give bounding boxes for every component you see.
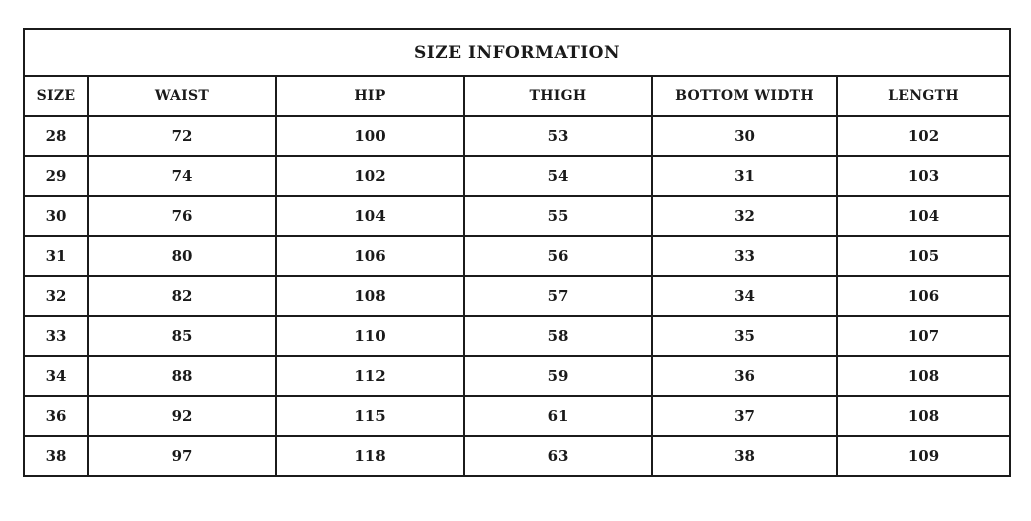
table-cell: 104 [275, 195, 465, 237]
table-row: 36 92 115 61 37 108 [23, 395, 1012, 437]
table-cell: 32 [23, 275, 89, 317]
column-header: SIZE [23, 75, 89, 117]
table-cell: 37 [651, 395, 838, 437]
table-cell: 118 [275, 435, 465, 477]
table-cell: 59 [463, 355, 653, 397]
table-cell: 57 [463, 275, 653, 317]
table-cell: 56 [463, 235, 653, 277]
table-cell: 63 [463, 435, 653, 477]
table-row: 28 72 100 53 30 102 [23, 115, 1012, 157]
table-cell: 53 [463, 115, 653, 157]
table-cell: 34 [651, 275, 838, 317]
table-row: 32 82 108 57 34 106 [23, 275, 1012, 317]
table-title-row: SIZE INFORMATION [22, 28, 1012, 77]
table-cell: 33 [23, 315, 89, 357]
table-row: 30 76 104 55 32 104 [23, 195, 1012, 237]
size-table: SIZE INFORMATION SIZE WAIST HIP THIGH BOTTOM… [22, 28, 1012, 477]
table-header-row: SIZE WAIST HIP THIGH BOTTOM WIDTH LENGTH [23, 75, 1012, 117]
table-cell: 30 [23, 195, 89, 237]
table-cell: 85 [87, 315, 277, 357]
table-cell: 55 [463, 195, 653, 237]
table-cell: 31 [23, 235, 89, 277]
table-cell: 104 [835, 195, 1012, 237]
table-cell: 82 [87, 275, 277, 317]
table-cell: 32 [651, 195, 838, 237]
table-cell: 112 [275, 355, 465, 397]
table-cell: 38 [23, 435, 89, 477]
table-cell: 109 [835, 435, 1012, 477]
table-cell: 106 [835, 275, 1012, 317]
table-cell: 31 [651, 155, 838, 197]
table-cell: 36 [23, 395, 89, 437]
table-cell: 115 [275, 395, 465, 437]
table-cell: 61 [463, 395, 653, 437]
table-cell: 80 [87, 235, 277, 277]
table-row: 33 85 110 58 35 107 [23, 315, 1012, 357]
table-cell: 102 [275, 155, 465, 197]
table-cell: 29 [23, 155, 89, 197]
table-cell: 58 [463, 315, 653, 357]
table-cell: 103 [835, 155, 1012, 197]
table-cell: 105 [835, 235, 1012, 277]
table-row: 38 97 118 63 38 109 [23, 435, 1012, 477]
table-cell: 36 [651, 355, 838, 397]
table-cell: 110 [275, 315, 465, 357]
table-row: 29 74 102 54 31 103 [23, 155, 1012, 197]
table-cell: 92 [87, 395, 277, 437]
table-cell: 33 [651, 235, 838, 277]
table-cell: 38 [651, 435, 838, 477]
column-header: LENGTH [835, 75, 1012, 117]
table-cell: 28 [23, 115, 89, 157]
column-header: WAIST [87, 75, 277, 117]
table-cell: 108 [835, 355, 1012, 397]
table-cell: 30 [651, 115, 838, 157]
table-cell: 74 [87, 155, 277, 197]
table-cell: 108 [275, 275, 465, 317]
table-cell: 106 [275, 235, 465, 277]
column-header: HIP [275, 75, 465, 117]
table-cell: 108 [835, 395, 1012, 437]
table-cell: 76 [87, 195, 277, 237]
table-row: 31 80 106 56 33 105 [23, 235, 1012, 277]
table-title: SIZE INFORMATION [22, 28, 1012, 77]
table-cell: 34 [23, 355, 89, 397]
table-row: 34 88 112 59 36 108 [23, 355, 1012, 397]
table-cell: 54 [463, 155, 653, 197]
table-cell: 72 [87, 115, 277, 157]
table-cell: 97 [87, 435, 277, 477]
table-cell: 88 [87, 355, 277, 397]
table-cell: 100 [275, 115, 465, 157]
table-cell: 107 [835, 315, 1012, 357]
column-header: BOTTOM WIDTH [651, 75, 838, 117]
table-cell: 35 [651, 315, 838, 357]
column-header: THIGH [463, 75, 653, 117]
table-cell: 102 [835, 115, 1012, 157]
